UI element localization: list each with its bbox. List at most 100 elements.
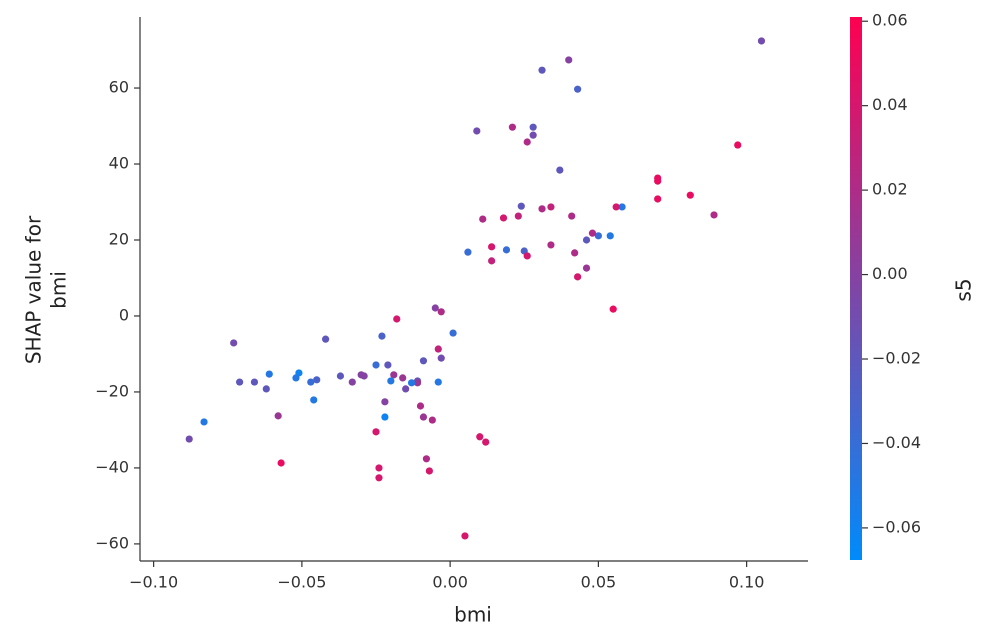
colorbar-tick-label: 0.02: [872, 180, 908, 199]
point: [574, 85, 582, 93]
point: [185, 435, 193, 443]
point: [517, 202, 525, 210]
point: [322, 335, 330, 343]
point: [538, 205, 546, 213]
point: [425, 467, 433, 475]
point: [594, 232, 602, 240]
point: [461, 532, 469, 540]
point: [307, 378, 315, 386]
y-tick-label: 60: [109, 78, 129, 97]
point: [431, 304, 439, 312]
point: [416, 402, 425, 410]
point: [571, 249, 579, 257]
point: [473, 127, 481, 135]
point: [734, 141, 742, 149]
point: [434, 345, 442, 353]
point: [393, 315, 401, 323]
point: [381, 398, 389, 406]
point: [310, 396, 318, 404]
point: [230, 339, 238, 347]
x-tick-label: 0.10: [729, 573, 765, 592]
point: [606, 232, 614, 240]
point: [419, 357, 428, 365]
point: [372, 428, 380, 436]
point: [757, 37, 766, 45]
point: [378, 332, 386, 340]
point: [375, 464, 383, 472]
point: [428, 416, 436, 424]
point: [360, 372, 368, 380]
point: [422, 455, 431, 463]
point: [384, 361, 392, 369]
x-tick-label: −0.05: [277, 573, 326, 592]
point: [437, 354, 445, 362]
point: [574, 273, 582, 281]
point: [407, 379, 416, 387]
point: [654, 195, 662, 203]
point: [710, 211, 718, 219]
point: [502, 246, 511, 254]
point: [568, 212, 576, 220]
x-axis-label: bmi: [454, 603, 492, 627]
point: [274, 412, 282, 420]
x-tick-label: 0.05: [581, 573, 617, 592]
point: [479, 215, 487, 223]
point: [488, 243, 496, 251]
y-axis-label: SHAP value for: [22, 215, 46, 364]
point: [313, 376, 321, 384]
y-tick-label: −60: [95, 533, 129, 552]
point: [529, 123, 537, 131]
point: [336, 372, 345, 380]
colorbar-tick-label: 0.00: [872, 264, 908, 283]
point: [402, 385, 410, 393]
y-tick-label: 20: [109, 229, 129, 248]
point: [547, 241, 555, 249]
point: [262, 385, 270, 393]
colorbar-tick-label: −0.02: [872, 349, 921, 368]
colorbar-tick-label: 0.06: [872, 11, 908, 30]
colorbar-tick-label: 0.04: [872, 95, 908, 114]
y-axis-label: bmi: [47, 271, 71, 309]
point: [277, 459, 285, 467]
point: [375, 474, 383, 482]
point: [413, 379, 422, 387]
point: [399, 374, 407, 382]
point: [419, 413, 428, 421]
point: [449, 329, 457, 337]
colorbar: [850, 17, 862, 560]
colorbar-tick-label: −0.06: [872, 517, 921, 536]
colorbar-label: s5: [952, 278, 976, 301]
point: [390, 371, 398, 379]
point: [514, 212, 522, 220]
point: [523, 252, 531, 260]
point: [582, 236, 591, 244]
point: [508, 123, 516, 131]
point: [654, 177, 662, 185]
point: [609, 305, 617, 313]
point: [265, 370, 273, 378]
point: [437, 308, 445, 316]
y-tick-label: 40: [109, 154, 129, 173]
point: [236, 378, 244, 386]
point: [292, 374, 300, 382]
point: [538, 66, 546, 74]
point: [618, 203, 626, 211]
point: [387, 377, 395, 385]
point: [556, 166, 564, 174]
point: [250, 378, 259, 386]
point: [523, 138, 531, 146]
point: [381, 413, 389, 421]
point: [686, 191, 694, 199]
y-tick-label: −20: [95, 381, 129, 400]
x-tick-label: −0.10: [129, 573, 178, 592]
point: [588, 229, 597, 237]
point: [372, 361, 380, 369]
point: [476, 433, 484, 441]
point: [612, 203, 620, 211]
point: [200, 418, 208, 426]
point: [547, 203, 555, 211]
point: [499, 214, 508, 222]
y-tick-label: −40: [95, 457, 129, 476]
y-tick-label: 0: [119, 305, 129, 324]
